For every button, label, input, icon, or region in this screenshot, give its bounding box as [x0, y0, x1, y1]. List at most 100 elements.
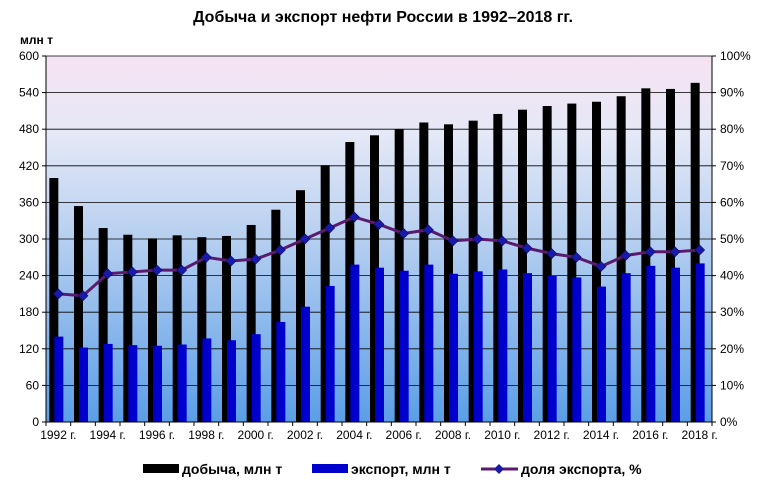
bar-production	[123, 234, 133, 422]
x-tick-label: 2012 г.	[534, 428, 570, 442]
bar-production	[271, 209, 281, 422]
legend-label-export: экспорт, млн т	[351, 461, 451, 477]
x-tick-label: 2018 г.	[682, 428, 718, 442]
bar-production	[345, 142, 355, 422]
y-left-tick-label: 420	[19, 159, 39, 173]
y-right-tick-label: 40%	[720, 269, 744, 283]
legend-swatch-export	[312, 464, 348, 473]
bar-export	[695, 263, 705, 422]
bar-export	[177, 344, 187, 422]
x-tick-label: 2014 г.	[583, 428, 619, 442]
export-share-point	[348, 211, 360, 223]
bar-production	[74, 206, 83, 422]
y-right-tick-label: 100%	[720, 49, 751, 63]
bar-export	[399, 270, 409, 422]
y-left-tick-label: 240	[19, 269, 39, 283]
bar-production	[690, 82, 700, 422]
bars-group	[49, 82, 705, 423]
export-share-point	[225, 255, 237, 267]
y-right-tick-label: 20%	[720, 342, 744, 356]
export-share-point	[694, 244, 706, 256]
export-share-point	[126, 266, 138, 278]
y-left-tick-label: 120	[19, 342, 39, 356]
export-share-line-group	[52, 211, 706, 302]
axes-group: 0 60 120 180 240 300 360 420 480 540 600 0% 10% 20% 30…	[19, 49, 751, 442]
y-right-tick-label: 0%	[720, 415, 738, 429]
bar-production	[320, 165, 330, 422]
bar-export	[424, 264, 434, 422]
legend: добыча, млн т экспорт, млн т доля экспорта…	[143, 461, 642, 477]
x-tick-label: 1996 г.	[139, 428, 175, 442]
bar-production	[172, 235, 182, 422]
bar-production	[49, 178, 59, 422]
export-share-point	[595, 261, 607, 272]
y-left-tick-label: 600	[19, 49, 39, 63]
export-share-point	[299, 233, 311, 245]
bar-export	[251, 334, 261, 422]
bar-export	[350, 264, 360, 422]
bar-production	[493, 113, 503, 422]
bar-production	[370, 135, 379, 423]
bar-production	[197, 237, 207, 422]
legend-swatch-production	[143, 464, 179, 473]
bar-export	[473, 271, 483, 422]
x-tick-label: 2010 г.	[484, 428, 520, 442]
y-right-tick-label: 50%	[720, 232, 744, 246]
export-share-point	[102, 268, 114, 280]
x-tick-label: 2008 г.	[435, 428, 471, 442]
export-share-point	[447, 235, 459, 247]
export-share-point	[422, 224, 434, 236]
export-share-point	[52, 288, 64, 300]
export-share-point	[620, 250, 632, 261]
bar-export	[79, 347, 88, 422]
bar-production	[246, 224, 256, 422]
y-left-tick-label: 360	[19, 195, 39, 209]
legend-label-share: доля экспорта, %	[521, 461, 642, 477]
export-share-point	[472, 233, 484, 245]
bar-production	[468, 120, 478, 422]
y-left-unit-label: млн т	[20, 33, 53, 47]
bar-production	[666, 88, 675, 422]
y-right-tick-label: 80%	[720, 122, 744, 136]
bar-production	[542, 106, 552, 423]
x-tick-label: 1998 г.	[188, 428, 224, 442]
x-tick-label: 2006 г.	[386, 428, 422, 442]
y-left-tick-label: 300	[19, 232, 39, 246]
bar-production	[592, 101, 601, 422]
y-left-tick-label: 0	[32, 415, 39, 429]
x-tick-label: 2000 г.	[238, 428, 274, 442]
export-share-point	[496, 235, 508, 247]
bar-export	[523, 273, 532, 422]
bar-export	[498, 269, 508, 422]
export-share-point	[644, 246, 656, 258]
export-share-point	[77, 290, 89, 302]
bar-production	[518, 109, 527, 423]
bar-production	[419, 122, 429, 423]
export-share-point	[151, 264, 163, 276]
export-share-point	[324, 222, 336, 234]
bar-production	[222, 235, 231, 422]
chart-title: Добыча и экспорт нефти России в 1992–201…	[193, 9, 573, 26]
bar-production	[444, 124, 453, 422]
y-right-tick-label: 10%	[720, 378, 744, 392]
bar-export	[671, 267, 680, 422]
bar-export	[54, 336, 64, 422]
export-share-point	[373, 218, 385, 230]
bar-production	[616, 96, 626, 422]
x-tick-label: 2002 г.	[287, 428, 323, 442]
export-share-point	[669, 246, 681, 258]
export-share-point	[398, 228, 410, 239]
bar-export	[597, 286, 606, 422]
export-share-point	[250, 253, 262, 265]
y-right-tick-label: 30%	[720, 305, 744, 319]
y-right-tick-label: 70%	[720, 159, 744, 173]
y-right-tick-label: 60%	[720, 195, 744, 209]
legend-swatch-share-marker	[494, 464, 504, 474]
bar-export	[227, 340, 236, 422]
export-share-point	[200, 251, 212, 263]
bar-export	[202, 338, 212, 422]
bar-production	[148, 238, 157, 422]
bar-export	[103, 343, 113, 422]
bar-production	[296, 190, 305, 422]
